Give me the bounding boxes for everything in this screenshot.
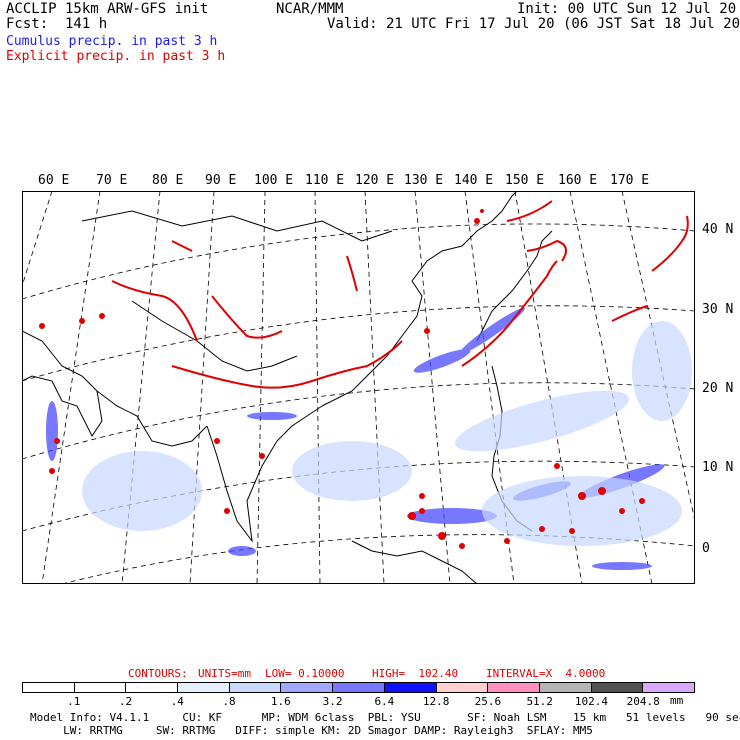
forecast-hour: Fcst: 141 h [6,16,108,32]
colorbar-tick-label: 204.8 [626,695,660,708]
explicit-legend: Explicit precip. in past 3 h [6,49,226,64]
colorbar [22,682,695,693]
colorbar-tick-label: 51.2 [526,695,553,708]
colorbar-segment [281,683,334,692]
colorbar-segment [488,683,540,692]
colorbar-tick-label: 102.4 [574,695,609,708]
lon-line-170e [621,191,695,522]
contours-interval: INTERVAL=X 4.0000 [486,667,606,680]
himalaya-border [131,300,298,372]
southeast-asia-coast [206,405,323,543]
contours-label: CONTOURS: [128,667,188,680]
lat-label-30n: 30 N [702,302,734,317]
init-time: Init: 00 UTC Sun 12 Jul 20 [517,1,737,17]
lon-label-120e: 120 E [355,173,395,188]
indonesia-coast [351,540,478,584]
lon-label-70e: 70 E [96,173,128,188]
contours-low: LOW= 0.10000 [265,667,345,680]
lon-label-130e: 130 E [404,173,444,188]
colorbar-segment [126,683,179,692]
colorbar-tick-label: .4 [170,695,184,708]
lon-label-170e: 170 E [610,173,650,188]
colorbar-segment [23,683,75,692]
organization-label: NCAR/MMM [276,1,344,17]
contours-units: UNITS=mm [198,667,251,680]
colorbar-tick-label: 25.6 [474,695,502,708]
cumulus-precip-light [82,321,692,546]
explicit-precip-spots [39,209,645,549]
lon-line-110e [314,191,321,584]
arabia-india-west-coast [22,330,103,437]
lon-line-60e [22,191,53,287]
contours-high: HIGH= 102.40 [372,667,459,680]
colorbar-tick-label: 3.2 [322,695,343,708]
lat-label-40n: 40 N [702,222,734,237]
colorbar-tick-label: 1.6 [270,695,291,708]
colorbar-segment [436,683,489,692]
lon-line-90e [189,191,215,584]
colorbar-segment [74,683,127,692]
model-info-line2: LW: RRTMG SW: RRTMG DIFF: simple KM: 2D … [30,724,593,737]
colorbar-segment [591,683,644,692]
japan-islands [476,230,553,342]
lon-label-60e: 60 E [38,173,70,188]
lon-label-80e: 80 E [152,173,184,188]
run-title: ACCLIP 15km ARW-GFS init [6,1,209,17]
coastlines [22,191,553,584]
lon-label-160e: 160 E [558,173,598,188]
india-coast [96,390,208,447]
lon-label-90e: 90 E [205,173,237,188]
valid-time: Valid: 21 UTC Fri 17 Jul 20 (06 JST Sat … [327,16,740,32]
colorbar-segment [643,683,694,692]
lon-line-150e [514,191,583,584]
cumulus-legend: Cumulus precip. in past 3 h [6,34,218,49]
lon-line-140e [464,191,515,584]
colorbar-segment [333,683,385,692]
china-korea-coast [321,191,518,407]
colorbar-segment [384,683,437,692]
colorbar-tick-label: 6.4 [374,695,395,708]
lon-label-140e: 140 E [454,173,494,188]
lon-label-100e: 100 E [254,173,294,188]
lon-label-150e: 150 E [505,173,545,188]
lon-label-110e: 110 E [305,173,345,188]
model-info-line1: Model Info: V4.1.1 CU: KF MP: WDM 6class… [30,711,740,724]
colorbar-tick-label: .2 [118,695,133,708]
colorbar-segment [229,683,282,692]
colorbar-tick-label: .8 [222,695,236,708]
explicit-precip [111,200,689,389]
lon-line-120e [364,191,385,584]
lon-line-80e [121,191,161,584]
lon-line-70e [41,191,101,584]
colorbar-tick-label: 12.8 [422,695,450,708]
lat-label-10n: 10 N [702,460,734,475]
lat-label-20n: 20 N [702,381,734,396]
lat-label-0: 0 [702,541,710,556]
lon-line-100e [256,191,266,584]
colorbar-tick-label: .1 [67,695,81,708]
mongolia-border [81,210,393,242]
precipitation-map [22,191,695,584]
colorbar-segment [178,683,230,692]
colorbar-units: mm [670,694,684,707]
colorbar-segment [539,683,592,692]
